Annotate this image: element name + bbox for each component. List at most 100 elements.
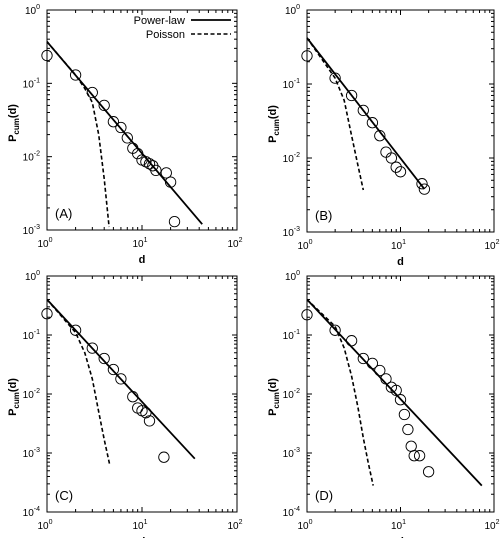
- plot-frame: [306, 9, 495, 233]
- data-point: [98, 352, 110, 365]
- data-point: [374, 364, 386, 377]
- y-tick-label: 10-3: [23, 224, 40, 237]
- plot-frame: [46, 275, 238, 513]
- y-tick-label: 10-3: [283, 447, 300, 460]
- y-tick-label: 10-4: [283, 506, 300, 519]
- panel-label: (C): [55, 488, 73, 503]
- data-point: [158, 451, 170, 463]
- data-point: [41, 49, 53, 62]
- data-point: [41, 308, 53, 320]
- data-point: [86, 342, 98, 354]
- data-point: [394, 394, 407, 406]
- power-law-line: [306, 37, 426, 190]
- y-tick-label: 10-2: [23, 151, 40, 164]
- data-point: [394, 166, 407, 178]
- data-point: [150, 164, 162, 177]
- data-point: [69, 69, 82, 81]
- data-point: [402, 423, 414, 436]
- data-point: [143, 158, 156, 170]
- data-point: [127, 391, 139, 403]
- data-point: [380, 146, 392, 158]
- y-tick-label: 10-3: [23, 447, 40, 460]
- x-tick-label: 101: [391, 239, 406, 252]
- poisson-line: [46, 298, 111, 467]
- data-point: [121, 132, 133, 144]
- panel-label: (A): [55, 206, 72, 221]
- data-point: [416, 178, 428, 190]
- data-point: [357, 352, 369, 365]
- x-axis-label: d: [397, 256, 404, 268]
- power-law-line: [306, 298, 483, 487]
- x-axis-label: d: [139, 254, 146, 266]
- x-tick-label: 101: [132, 519, 147, 532]
- data-point: [115, 121, 127, 134]
- data-point: [301, 309, 313, 321]
- panel-d: 100 101 102 10-4 10-3 10-2 10-1 100 d Pcum(d) (D): [267, 270, 500, 538]
- data-point: [115, 373, 127, 385]
- data-point: [413, 450, 426, 462]
- data-point: [345, 89, 358, 102]
- data-point: [132, 147, 144, 160]
- data-point: [69, 324, 82, 336]
- data-point: [140, 407, 152, 419]
- x-tick-label: 101: [132, 237, 147, 250]
- x-axis-label: d: [397, 536, 404, 538]
- poisson-line: [306, 298, 374, 486]
- panel-label: (B): [315, 208, 332, 223]
- plot-frame: [46, 9, 238, 231]
- y-tick-label: 100: [285, 4, 300, 17]
- y-axis-label: Pcum(d): [267, 105, 281, 143]
- panel-b: 100 101 102 10-3 10-2 10-1 100 d Pcum(d) (B): [267, 4, 500, 268]
- y-tick-label: 10-3: [283, 226, 300, 239]
- data-point: [385, 152, 398, 164]
- x-axis-label: d: [139, 536, 146, 538]
- y-tick-label: 10-4: [23, 506, 40, 519]
- data-point: [357, 104, 369, 117]
- x-tick-label: 100: [37, 519, 52, 532]
- y-tick-label: 10-1: [283, 78, 300, 91]
- data-point: [168, 215, 181, 228]
- power-law-line: [46, 298, 196, 460]
- y-tick-label: 100: [25, 270, 40, 283]
- data-point: [366, 357, 379, 370]
- x-tick-label: 101: [391, 519, 406, 532]
- y-axis-label: Pcum(d): [7, 378, 21, 416]
- x-tick-label: 100: [297, 239, 312, 252]
- data-point: [366, 117, 379, 129]
- x-tick-label: 100: [297, 519, 312, 532]
- legend-label: Poisson: [146, 29, 185, 41]
- data-point: [301, 50, 313, 62]
- data-point: [107, 363, 120, 376]
- x-tick-label: 102: [227, 519, 242, 532]
- data-point: [164, 176, 177, 188]
- poisson-line: [306, 37, 365, 191]
- panel-label: (D): [315, 488, 333, 503]
- data-point: [143, 415, 156, 427]
- data-point: [107, 116, 120, 128]
- y-axis-label: Pcum(d): [7, 104, 21, 142]
- panel-c: 100 101 102 10-4 10-3 10-2 10-1 100 d Pcum(d) (C): [7, 270, 243, 538]
- x-tick-label: 102: [227, 237, 242, 250]
- data-point: [398, 408, 411, 421]
- data-point: [405, 440, 417, 452]
- x-tick-label: 102: [484, 239, 499, 252]
- y-tick-label: 100: [25, 4, 40, 17]
- y-tick-label: 10-2: [283, 388, 300, 401]
- data-point: [160, 167, 172, 179]
- y-axis-label: Pcum(d): [267, 378, 281, 416]
- data-point: [390, 161, 402, 173]
- y-tick-label: 10-2: [283, 152, 300, 165]
- data-point: [408, 450, 420, 462]
- x-tick-label: 100: [37, 237, 52, 250]
- data-point: [422, 466, 435, 478]
- data-point: [329, 324, 341, 336]
- y-tick-label: 10-1: [283, 329, 300, 342]
- data-point: [86, 86, 98, 99]
- data-point: [345, 335, 358, 347]
- data-point: [390, 384, 402, 397]
- y-tick-label: 10-2: [23, 388, 40, 401]
- x-tick-label: 102: [484, 519, 499, 532]
- y-tick-label: 100: [285, 270, 300, 283]
- data-point: [418, 183, 431, 195]
